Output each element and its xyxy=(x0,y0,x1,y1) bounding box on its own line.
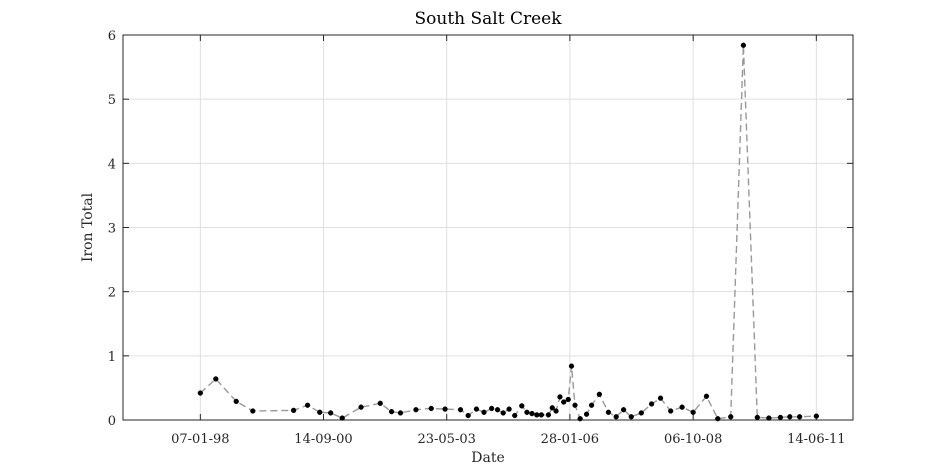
data-point xyxy=(605,409,612,415)
data-point xyxy=(561,399,567,405)
x-tick-label: 28-01-06 xyxy=(541,432,599,447)
data-point xyxy=(250,408,256,414)
data-point xyxy=(565,396,571,403)
y-axis-title: Iron Total xyxy=(80,192,96,262)
data-point xyxy=(777,414,784,421)
data-point xyxy=(197,390,203,396)
data-point xyxy=(339,415,345,421)
data-point xyxy=(740,42,747,48)
data-point xyxy=(358,404,364,410)
data-point xyxy=(620,407,627,413)
data-point xyxy=(557,394,563,400)
data-point xyxy=(813,413,819,419)
chart-title: South Salt Creek xyxy=(414,9,562,29)
data-point xyxy=(500,410,506,416)
data-point xyxy=(787,414,793,420)
x-axis-title: Date xyxy=(471,450,504,466)
x-tick-label: 14-06-11 xyxy=(787,432,845,447)
axis-ticks xyxy=(123,34,853,421)
data-point xyxy=(679,404,685,410)
data-point xyxy=(213,376,219,382)
y-tick-label: 0 xyxy=(108,414,116,429)
data-point xyxy=(377,400,383,406)
data-point xyxy=(442,406,448,412)
y-tick-label: 3 xyxy=(108,222,116,237)
data-point xyxy=(545,412,552,418)
data-point xyxy=(524,409,530,415)
data-point xyxy=(796,414,803,420)
series-points xyxy=(197,42,819,422)
data-point xyxy=(457,407,464,413)
data-point xyxy=(538,412,545,418)
y-tick-label: 6 xyxy=(108,29,116,44)
data-point xyxy=(668,408,674,414)
data-point xyxy=(577,416,583,422)
data-point xyxy=(549,405,555,411)
data-point xyxy=(766,415,772,421)
x-tick-label: 07-01-98 xyxy=(171,432,229,447)
data-point xyxy=(638,410,644,416)
data-point xyxy=(583,411,590,417)
data-point xyxy=(494,407,501,413)
data-point xyxy=(728,414,734,420)
data-point xyxy=(233,398,239,405)
data-point xyxy=(572,402,578,408)
y-tick-label: 5 xyxy=(108,93,116,108)
data-point xyxy=(488,405,495,412)
data-point xyxy=(628,414,634,420)
data-point xyxy=(290,407,297,414)
x-tick-label: 14-09-00 xyxy=(294,432,352,447)
data-point xyxy=(506,406,512,412)
data-point xyxy=(481,409,487,415)
data-point xyxy=(754,414,760,421)
data-point xyxy=(690,409,696,415)
data-point xyxy=(428,405,434,412)
data-point xyxy=(304,402,311,408)
data-point xyxy=(588,402,595,408)
data-point xyxy=(328,410,334,416)
data-point xyxy=(715,416,721,422)
data-point xyxy=(519,403,525,409)
data-point xyxy=(413,407,419,413)
x-tick-label: 06-10-08 xyxy=(664,432,722,447)
data-point xyxy=(534,412,540,418)
data-point xyxy=(397,410,404,416)
data-point xyxy=(553,408,559,414)
data-point xyxy=(596,391,603,397)
data-point xyxy=(529,410,535,417)
y-tick-label: 4 xyxy=(108,157,116,172)
data-point xyxy=(317,409,323,415)
data-point xyxy=(648,401,655,407)
data-point xyxy=(388,409,395,415)
data-point xyxy=(473,406,480,412)
y-tick-label: 2 xyxy=(108,286,116,301)
data-point xyxy=(568,363,575,369)
data-point xyxy=(465,412,471,419)
data-point xyxy=(613,414,619,420)
y-tick-label: 1 xyxy=(108,350,116,365)
data-point xyxy=(657,395,664,401)
data-point xyxy=(703,393,710,399)
x-tick-label: 23-05-03 xyxy=(417,432,475,447)
data-point xyxy=(512,412,518,419)
